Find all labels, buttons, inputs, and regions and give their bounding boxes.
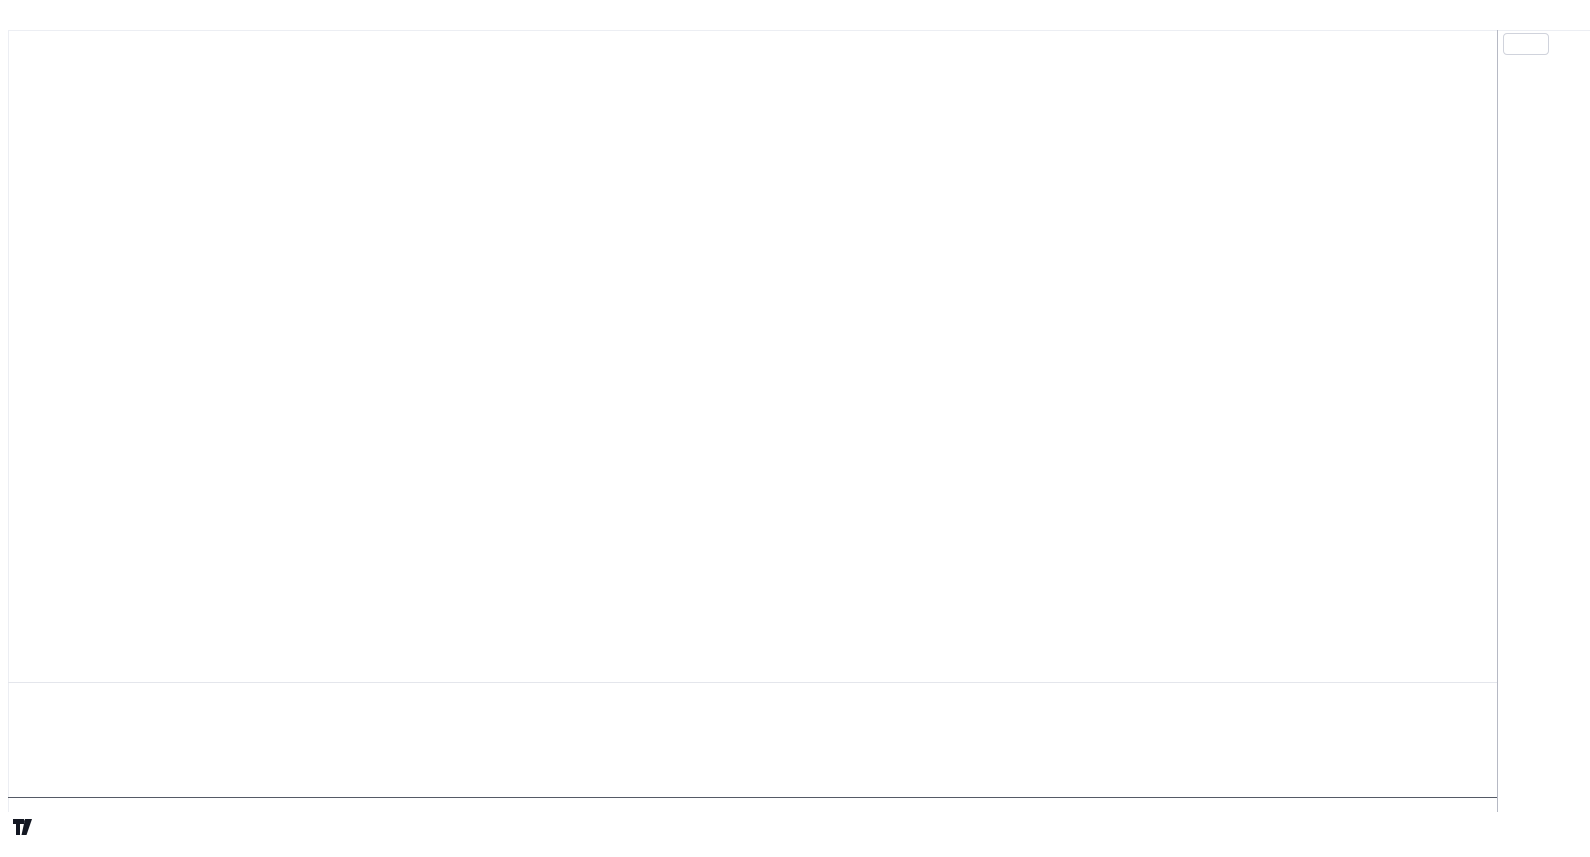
price-axis-border — [1497, 30, 1498, 812]
sma-legend-row-1[interactable] — [14, 35, 22, 52]
tradingview-logo-icon — [13, 819, 32, 835]
tradingview-footer[interactable] — [12, 818, 39, 836]
rsi-pane-bottom-border — [8, 797, 1497, 798]
pane-separator[interactable] — [8, 682, 1497, 683]
chart-left-border — [8, 30, 9, 812]
rsi-legend[interactable] — [16, 692, 26, 706]
indicator-legend[interactable] — [14, 35, 22, 69]
chart-top-border — [8, 30, 1590, 31]
currency-toggle-button[interactable] — [1503, 33, 1549, 55]
sma-legend-row-2[interactable] — [14, 52, 22, 69]
